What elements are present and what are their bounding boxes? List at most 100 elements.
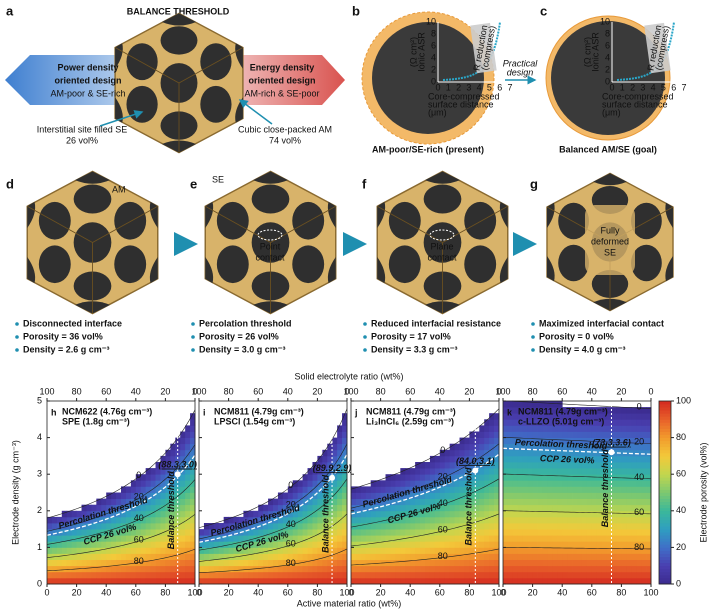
porosity-cell <box>337 455 343 463</box>
porosity-cell <box>522 431 529 438</box>
porosity-cell <box>410 577 416 585</box>
porosity-cell <box>76 510 82 518</box>
porosity-cell <box>332 449 338 457</box>
porosity-cell <box>327 553 333 560</box>
porosity-cell <box>532 401 538 408</box>
porosity-cell <box>503 413 509 420</box>
porosity-cell <box>434 535 441 542</box>
porosity-cell <box>155 541 161 548</box>
porosity-cell <box>135 480 142 487</box>
porosity-cell <box>96 535 102 542</box>
porosity-cell <box>263 510 269 518</box>
bullet-dot <box>191 348 195 352</box>
porosity-cell <box>342 455 348 463</box>
porosity-cell <box>537 559 543 567</box>
porosity-cell <box>474 462 480 469</box>
porosity-cell <box>56 547 63 554</box>
porosity-cell <box>160 523 166 530</box>
porosity-cell <box>522 498 529 506</box>
porosity-cell <box>327 462 333 469</box>
porosity-cell <box>140 535 147 542</box>
porosity-cell <box>449 480 455 487</box>
porosity-cell <box>370 492 377 499</box>
porosity-cell <box>596 504 603 512</box>
porosity-cell <box>434 510 441 518</box>
porosity-cell <box>365 535 372 542</box>
porosity-cell <box>522 535 529 542</box>
porosity-cell <box>542 437 548 445</box>
porosity-cell <box>208 529 215 536</box>
porosity-cell <box>449 462 455 469</box>
porosity-cell <box>180 523 186 530</box>
porosity-cell <box>616 407 622 414</box>
porosity-cell <box>307 492 313 499</box>
porosity-cell <box>322 565 328 573</box>
porosity-cell <box>360 571 367 579</box>
porosity-cell <box>337 504 343 512</box>
porosity-cell <box>567 516 573 524</box>
porosity-cell <box>342 474 348 481</box>
porosity-cell <box>494 541 500 548</box>
porosity-cell <box>145 474 151 481</box>
porosity-cell <box>342 504 348 512</box>
porosity-cell <box>552 565 558 573</box>
porosity-cell <box>489 559 495 567</box>
porosity-cell <box>248 571 254 579</box>
porosity-cell <box>125 516 132 524</box>
porosity-cell <box>581 425 588 432</box>
porosity-cell <box>641 468 647 475</box>
porosity-cell <box>180 577 186 585</box>
porosity-cell <box>233 565 239 573</box>
porosity-cell <box>170 529 176 536</box>
porosity-cell <box>47 541 53 548</box>
porosity-cell <box>292 486 299 493</box>
porosity-cell <box>512 541 519 548</box>
porosity-cell <box>390 577 396 585</box>
porosity-cell <box>170 577 176 585</box>
porosity-cell <box>577 486 583 493</box>
porosity-cell <box>512 425 519 432</box>
porosity-cell <box>175 571 181 579</box>
porosity-cell <box>410 547 416 554</box>
porosity-cell <box>512 443 519 451</box>
porosity-cell <box>557 504 563 512</box>
porosity-cell <box>150 541 156 548</box>
porosity-cell <box>547 443 553 451</box>
porosity-cell <box>572 492 578 499</box>
porosity-cell <box>370 498 377 506</box>
porosity-cell <box>586 498 593 506</box>
porosity-cell <box>238 571 244 579</box>
porosity-cell <box>611 407 617 414</box>
porosity-cell <box>616 468 622 475</box>
porosity-cell <box>165 504 171 512</box>
porosity-cell <box>410 571 416 579</box>
porosity-cell <box>405 541 411 548</box>
porosity-cell <box>223 553 229 560</box>
bullet-dot <box>191 322 195 326</box>
porosity-cell <box>380 571 386 579</box>
balance-point <box>329 474 336 481</box>
porosity-cell <box>258 553 264 560</box>
porosity-cell <box>512 577 519 585</box>
porosity-cell <box>121 529 127 536</box>
porosity-cell <box>577 504 583 512</box>
bullet-dot <box>15 322 19 326</box>
porosity-cell <box>552 492 558 499</box>
porosity-cell <box>140 559 147 567</box>
porosity-cell <box>616 577 622 585</box>
porosity-cell <box>273 535 279 542</box>
porosity-cell <box>532 529 538 536</box>
porosity-cell <box>631 523 637 530</box>
porosity-cell <box>277 504 284 512</box>
colorbar-cell <box>659 568 671 573</box>
porosity-cell <box>464 486 470 493</box>
porosity-cell <box>586 462 593 469</box>
porosity-cell <box>130 523 137 530</box>
porosity-cell <box>327 486 333 493</box>
porosity-cell <box>263 541 269 548</box>
porosity-cell <box>616 571 622 579</box>
balance-label: Balance threshold <box>166 471 176 550</box>
porosity-cell <box>145 571 151 579</box>
porosity-cell <box>567 492 573 499</box>
porosity-cell <box>292 498 299 506</box>
